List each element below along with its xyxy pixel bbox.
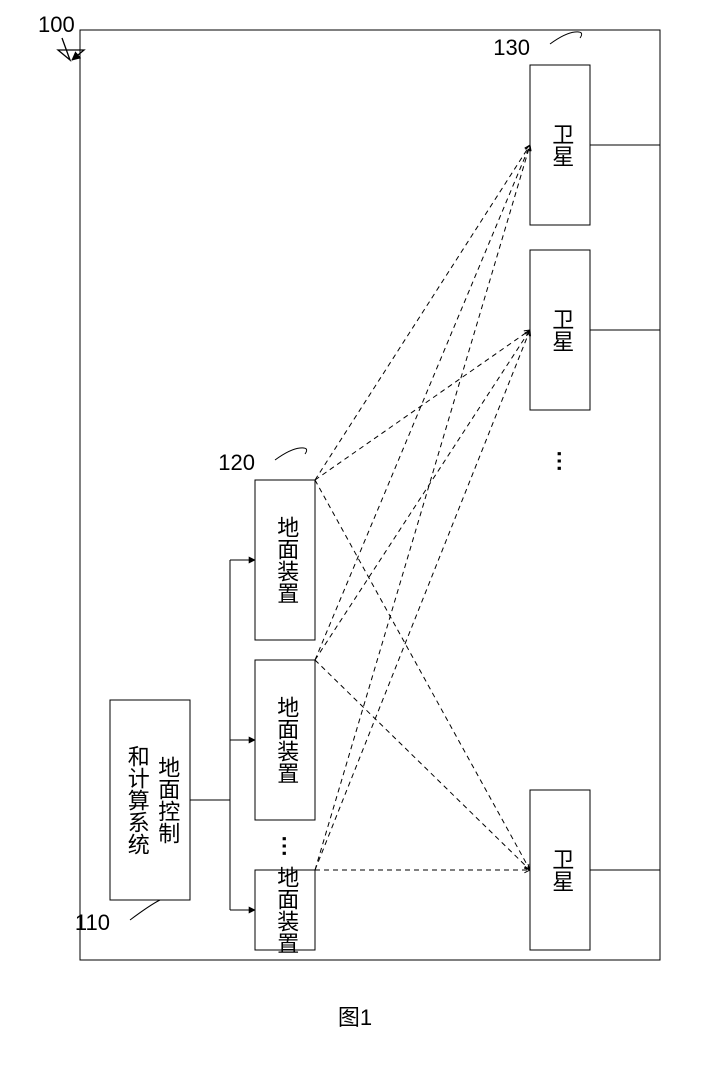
figure-caption: 图1 <box>338 1005 372 1030</box>
control-system-label-col1: 地面控制 <box>155 756 180 844</box>
ref-110-label: 110 <box>75 910 110 935</box>
uplink-arrow <box>315 480 530 870</box>
uplink-arrow <box>315 145 530 660</box>
uplink-arrow <box>315 145 530 480</box>
uplink-arrow <box>315 145 530 870</box>
uplink-arrow <box>315 330 530 870</box>
ref-100-label: 100 <box>38 12 75 37</box>
ref-120-label: 120 <box>218 450 255 475</box>
satellite-label: 卫星 <box>549 848 574 892</box>
ref-130-label: 130 <box>493 35 530 60</box>
control-system-label-col2: 和计算系统 <box>125 745 150 855</box>
uplink-arrow <box>315 330 530 480</box>
leader-curve <box>550 32 582 44</box>
uplink-arrow <box>315 660 530 870</box>
satellite-label: 卫星 <box>549 308 574 352</box>
uplink-arrow <box>315 330 530 660</box>
ground-device-label: 地面装置 <box>274 866 299 954</box>
ground-device-label: 地面装置 <box>274 516 299 604</box>
ground-device-label: 地面装置 <box>274 696 299 784</box>
leader-curve <box>130 900 160 920</box>
leader-curve <box>275 448 307 460</box>
satellite-label: 卫星 <box>549 123 574 167</box>
ellipsis-icon: ⋯ <box>548 450 573 474</box>
ellipsis-icon: ⋯ <box>273 835 298 859</box>
